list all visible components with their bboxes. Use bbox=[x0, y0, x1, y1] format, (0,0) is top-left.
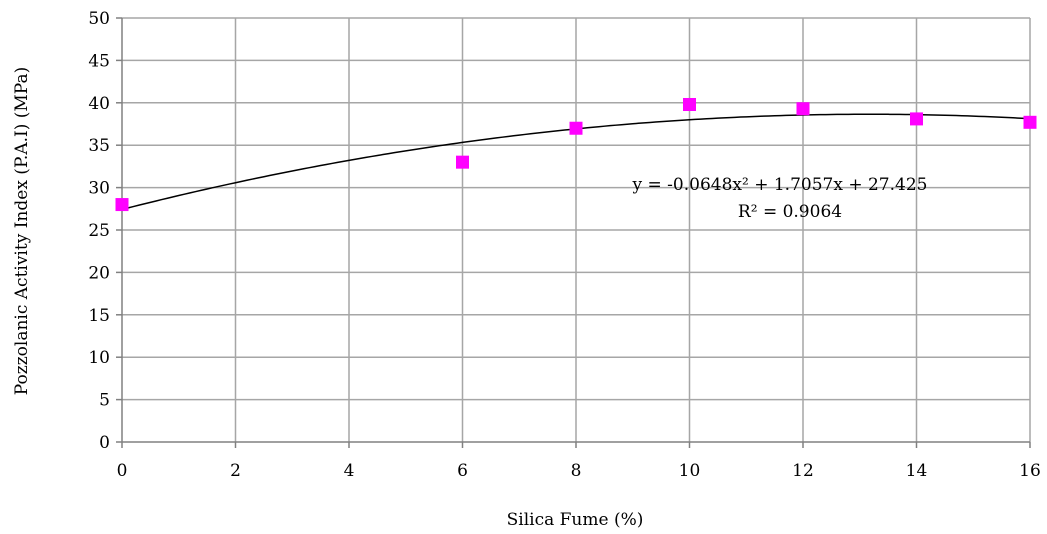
y-axis-title: Pozzolanic Activity Index (P.A.I) (MPa) bbox=[12, 67, 32, 396]
y-tick-label: 20 bbox=[88, 263, 110, 283]
x-tick-label: 0 bbox=[117, 461, 128, 481]
y-tick-label: 50 bbox=[88, 9, 110, 29]
x-tick-label: 12 bbox=[792, 461, 814, 481]
x-axis-title: Silica Fume (%) bbox=[507, 510, 644, 530]
x-tick-label: 2 bbox=[230, 461, 241, 481]
data-point bbox=[796, 102, 810, 116]
labels: y = -0.0648x² + 1.7057x + 27.425 R² = 0.… bbox=[12, 67, 927, 530]
grid bbox=[122, 17, 1031, 442]
y-tick-label: 40 bbox=[88, 94, 110, 114]
data-point bbox=[910, 112, 923, 126]
y-tick-label: 15 bbox=[88, 306, 110, 326]
data-points bbox=[115, 97, 1037, 212]
x-tick-label: 6 bbox=[457, 461, 468, 481]
data-point bbox=[683, 97, 696, 111]
data-point bbox=[456, 155, 469, 169]
x-tick-label: 16 bbox=[1019, 461, 1041, 481]
x-tick-label: 8 bbox=[571, 461, 582, 481]
data-point bbox=[115, 198, 129, 212]
y-tick-label: 25 bbox=[88, 221, 110, 241]
y-tick-label: 10 bbox=[88, 348, 110, 368]
trendline-equation: y = -0.0648x² + 1.7057x + 27.425 bbox=[632, 175, 928, 195]
data-point bbox=[1023, 115, 1037, 129]
data-point bbox=[569, 121, 583, 135]
y-tick-label: 30 bbox=[88, 179, 110, 199]
y-tick-label: 35 bbox=[88, 136, 110, 156]
x-tick-label: 10 bbox=[679, 461, 701, 481]
trendline-r-squared: R² = 0.9064 bbox=[738, 202, 842, 222]
y-tick-label: 5 bbox=[99, 391, 110, 411]
x-tick-label: 14 bbox=[906, 461, 928, 481]
axes: 0 5 10 15 20 25 30 35 40 45 50 0 2 4 6 8 10 12 14 16 bbox=[88, 9, 1040, 481]
y-tick-label: 45 bbox=[88, 51, 110, 71]
x-tick-label: 4 bbox=[344, 461, 355, 481]
y-tick-label: 0 bbox=[99, 433, 110, 453]
